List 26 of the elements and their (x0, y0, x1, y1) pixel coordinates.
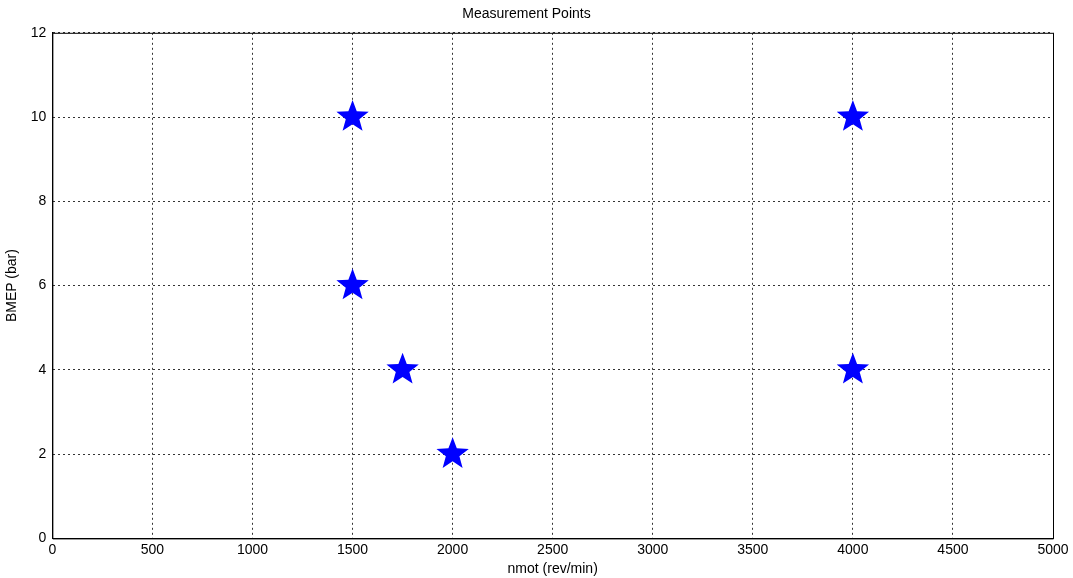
point (336, 100, 369, 131)
x-tick-label: 500 (140, 540, 165, 557)
point (836, 352, 870, 384)
point (386, 352, 419, 384)
y-tick-label: 0 (38, 529, 47, 546)
point (336, 268, 369, 300)
y-tick-label: 4 (38, 360, 47, 377)
y-tick-label: 6 (38, 276, 47, 293)
y-axis-title: BMEP (bar) (3, 249, 20, 323)
x-tick-label: 1000 (236, 540, 269, 557)
y-tick-label: 10 (30, 107, 47, 124)
x-tick-label: 5000 (1037, 540, 1069, 557)
y-tick-label: 8 (38, 192, 47, 209)
chart-title: Measurement Points (462, 5, 591, 22)
x-tick-label: 3500 (737, 540, 769, 557)
x-tick-label: 4000 (837, 540, 869, 557)
point (436, 437, 469, 468)
x-tick-label: 3000 (637, 540, 669, 557)
x-tick-label: 2500 (537, 540, 569, 557)
point (836, 100, 870, 131)
y-tick-label: 2 (38, 444, 47, 461)
x-tick-label: 2000 (437, 540, 469, 557)
y-tick-label: 12 (30, 23, 47, 40)
x-axis-title: nmot (rev/min) (507, 560, 598, 577)
x-tick-label: 4500 (937, 540, 969, 557)
x-tick-label: 1500 (336, 540, 369, 557)
